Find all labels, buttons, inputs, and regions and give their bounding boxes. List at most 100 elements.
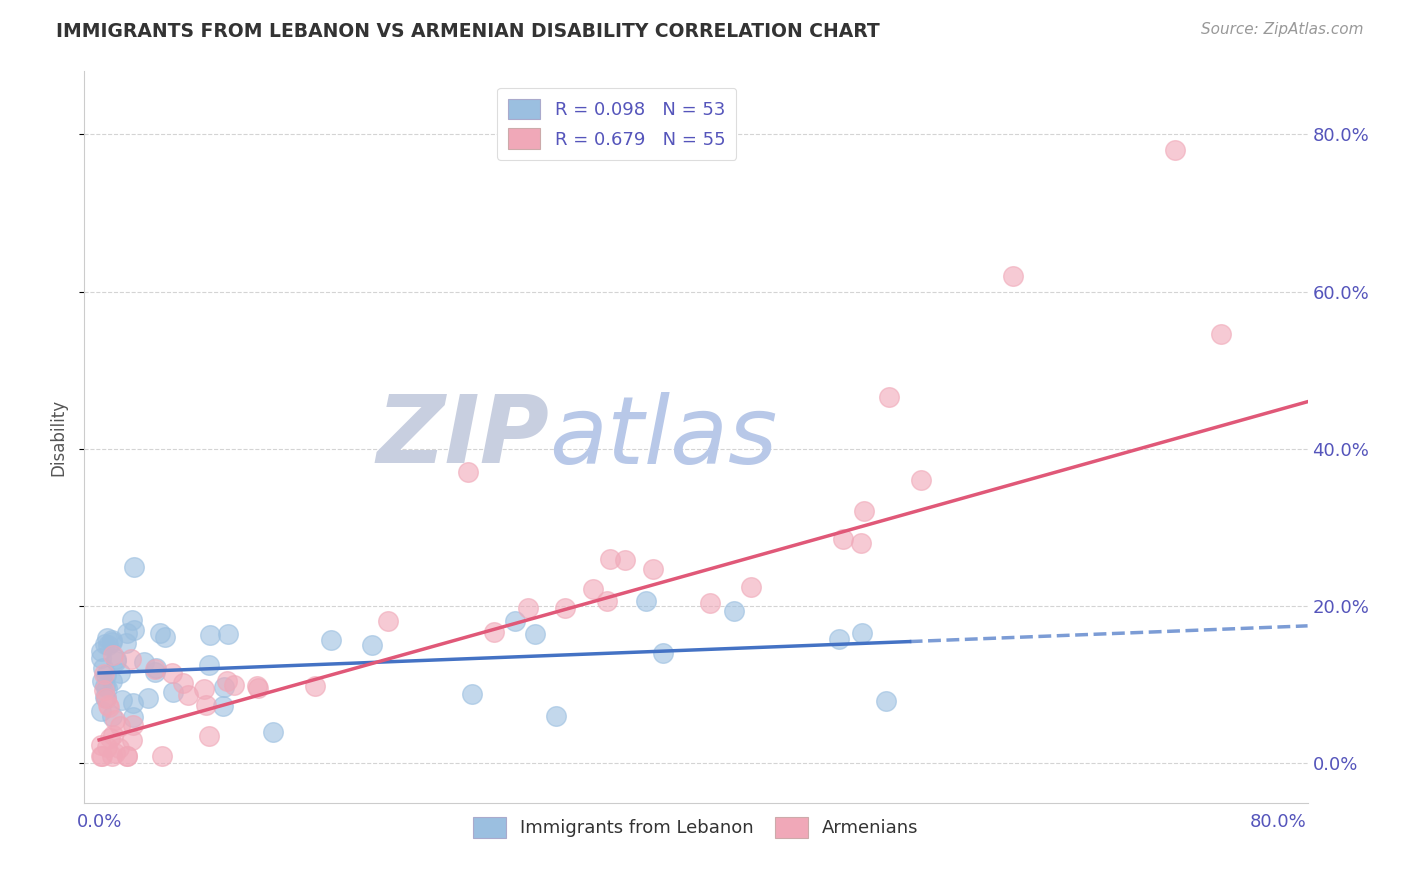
- Point: [115, 748, 138, 763]
- Point: [461, 687, 484, 701]
- Point: [910, 473, 932, 487]
- Point: [90, 748, 112, 763]
- Point: [90, 674, 112, 689]
- Point: [122, 559, 145, 574]
- Point: [217, 626, 239, 640]
- Point: [849, 535, 872, 549]
- Point: [93, 667, 115, 681]
- Point: [120, 651, 142, 665]
- Point: [377, 614, 399, 628]
- Point: [104, 652, 127, 666]
- Point: [136, 691, 159, 706]
- Point: [97, 698, 120, 713]
- Point: [212, 699, 235, 714]
- Point: [304, 679, 326, 693]
- Point: [599, 551, 621, 566]
- Point: [90, 738, 112, 752]
- Point: [853, 504, 876, 518]
- Point: [828, 632, 851, 647]
- Point: [108, 741, 131, 756]
- Point: [94, 691, 117, 706]
- Point: [101, 648, 124, 663]
- Point: [94, 679, 117, 693]
- Point: [98, 700, 121, 714]
- Point: [194, 698, 217, 713]
- Text: Source: ZipAtlas.com: Source: ZipAtlas.com: [1201, 22, 1364, 37]
- Point: [108, 719, 131, 733]
- Point: [177, 688, 200, 702]
- Point: [212, 680, 235, 694]
- Point: [652, 646, 675, 660]
- Point: [247, 681, 270, 695]
- Point: [122, 623, 145, 637]
- Point: [851, 625, 873, 640]
- Point: [96, 739, 118, 754]
- Y-axis label: Disability: Disability: [49, 399, 67, 475]
- Point: [101, 635, 124, 649]
- Point: [122, 718, 145, 732]
- Point: [90, 643, 112, 657]
- Point: [197, 657, 219, 672]
- Point: [104, 746, 127, 760]
- Point: [582, 582, 605, 596]
- Point: [516, 600, 538, 615]
- Point: [145, 661, 167, 675]
- Point: [121, 732, 143, 747]
- Point: [153, 630, 176, 644]
- Point: [222, 678, 245, 692]
- Point: [198, 730, 221, 744]
- Point: [595, 593, 617, 607]
- Point: [96, 668, 118, 682]
- Point: [105, 654, 128, 668]
- Point: [246, 679, 269, 693]
- Point: [145, 665, 167, 680]
- Point: [723, 604, 745, 618]
- Point: [1164, 143, 1187, 157]
- Point: [1211, 327, 1233, 342]
- Point: [505, 615, 527, 629]
- Point: [97, 638, 120, 652]
- Point: [193, 681, 215, 696]
- Point: [101, 708, 124, 723]
- Point: [96, 681, 118, 696]
- Point: [134, 655, 156, 669]
- Point: [101, 748, 124, 763]
- Point: [162, 685, 184, 699]
- Point: [108, 666, 131, 681]
- Point: [90, 748, 112, 763]
- Legend: Immigrants from Lebanon, Armenians: Immigrants from Lebanon, Armenians: [465, 810, 927, 845]
- Point: [544, 709, 567, 723]
- Point: [172, 675, 194, 690]
- Point: [877, 390, 900, 404]
- Point: [110, 693, 132, 707]
- Point: [94, 690, 117, 705]
- Point: [198, 628, 221, 642]
- Point: [121, 613, 143, 627]
- Point: [96, 631, 118, 645]
- Point: [143, 662, 166, 676]
- Point: [90, 704, 112, 718]
- Point: [150, 748, 173, 763]
- Point: [523, 627, 546, 641]
- Point: [217, 673, 239, 688]
- Point: [613, 552, 636, 566]
- Point: [832, 532, 855, 546]
- Point: [93, 690, 115, 704]
- Point: [94, 637, 117, 651]
- Point: [699, 595, 721, 609]
- Point: [121, 710, 143, 724]
- Point: [114, 635, 136, 649]
- Point: [319, 632, 342, 647]
- Point: [636, 594, 658, 608]
- Text: IMMIGRANTS FROM LEBANON VS ARMENIAN DISABILITY CORRELATION CHART: IMMIGRANTS FROM LEBANON VS ARMENIAN DISA…: [56, 22, 880, 41]
- Point: [101, 632, 124, 647]
- Point: [361, 638, 384, 652]
- Point: [91, 661, 114, 675]
- Text: atlas: atlas: [550, 392, 778, 483]
- Point: [554, 601, 576, 615]
- Point: [117, 748, 139, 763]
- Point: [457, 466, 479, 480]
- Point: [875, 693, 897, 707]
- Point: [641, 562, 664, 576]
- Point: [160, 666, 183, 681]
